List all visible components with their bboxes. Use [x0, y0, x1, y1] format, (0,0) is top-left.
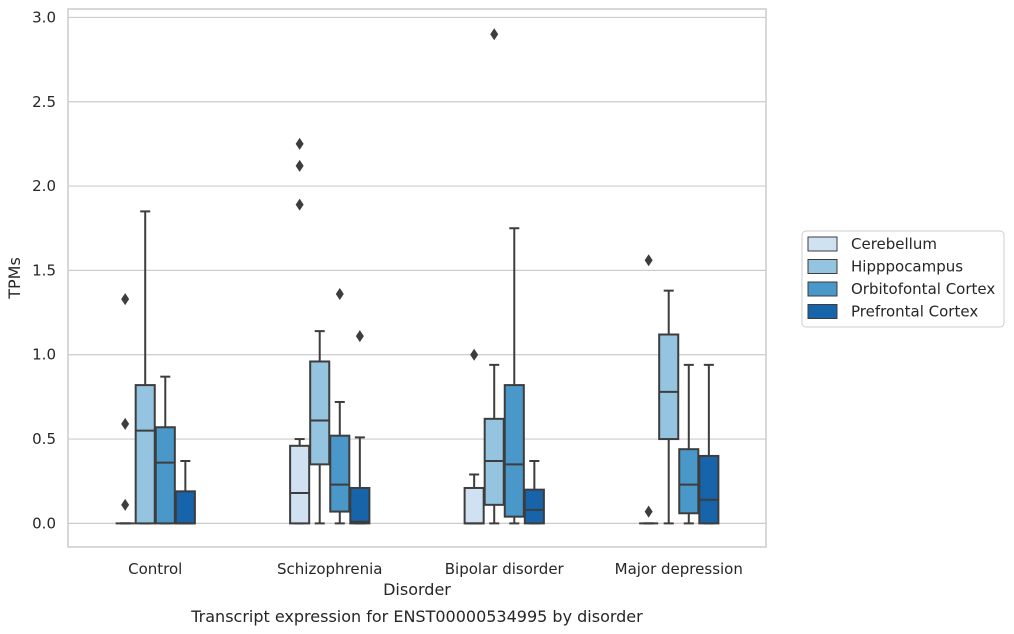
outlier-point	[295, 198, 304, 211]
x-tick-label: Schizophrenia	[277, 560, 382, 578]
box	[309, 360, 331, 466]
y-tick-label: 0.0	[32, 514, 56, 532]
box	[503, 384, 525, 518]
outlier-point	[644, 505, 653, 518]
outlier-point	[644, 254, 653, 267]
box	[678, 448, 700, 515]
box	[174, 490, 196, 525]
outlier-point	[295, 137, 304, 150]
legend-swatch	[807, 236, 838, 252]
legend: Cerebellum Hipppocampus Orbitofontal Corte…	[801, 230, 1005, 328]
y-tick-label: 3.0	[32, 8, 56, 26]
box	[289, 444, 311, 525]
gridlines	[68, 16, 766, 524]
outlier-point	[490, 28, 499, 41]
outlier-point	[295, 159, 304, 172]
y-axis-title: TPMs	[5, 257, 24, 300]
legend-label: Prefrontal Cortex	[851, 303, 978, 321]
legend-swatch	[807, 281, 838, 297]
box	[154, 426, 176, 525]
box	[658, 333, 680, 441]
box-group	[463, 28, 545, 525]
outlier-point	[121, 417, 130, 430]
box-group	[289, 137, 371, 525]
legend-frame	[801, 230, 1005, 328]
legend-swatch	[807, 259, 838, 274]
y-tick-label: 2.0	[32, 177, 56, 195]
legend-label: Cerebellum	[851, 235, 937, 253]
y-tick-label: 2.5	[32, 93, 56, 111]
outlier-point	[355, 330, 364, 343]
y-tick-label: 1.5	[32, 261, 56, 279]
box	[329, 434, 351, 513]
box	[698, 454, 720, 525]
box-group	[639, 254, 720, 525]
x-tick-label: Major depression	[615, 560, 743, 578]
figure-caption: Transcript expression for ENST0000053499…	[190, 607, 643, 626]
outlier-point	[121, 293, 130, 306]
box	[134, 384, 156, 525]
y-tick-label: 0.5	[32, 430, 56, 448]
x-axis-title: Disorder	[383, 580, 451, 599]
x-axis-ticks: Control Schizophrenia Bipolar disorder Majo…	[128, 560, 743, 578]
box-groups	[115, 28, 720, 525]
outlier-point	[470, 348, 479, 361]
x-tick-label: Bipolar disorder	[445, 560, 565, 578]
outlier-point	[335, 288, 344, 301]
outlier-point	[121, 498, 130, 511]
y-tick-label: 1.0	[32, 346, 56, 364]
plot-frame	[67, 8, 767, 548]
legend-label: Hipppocampus	[851, 258, 963, 276]
y-axis-ticks: 0.0 0.5 1.0 1.5 2.0 2.5 3.0	[32, 8, 56, 532]
legend-label: Orbitofontal Cortex	[851, 280, 995, 298]
box	[349, 486, 371, 525]
box	[463, 486, 485, 525]
box	[523, 488, 545, 525]
box-group	[115, 210, 196, 525]
legend-swatch	[807, 304, 838, 319]
x-tick-label: Control	[128, 560, 182, 578]
